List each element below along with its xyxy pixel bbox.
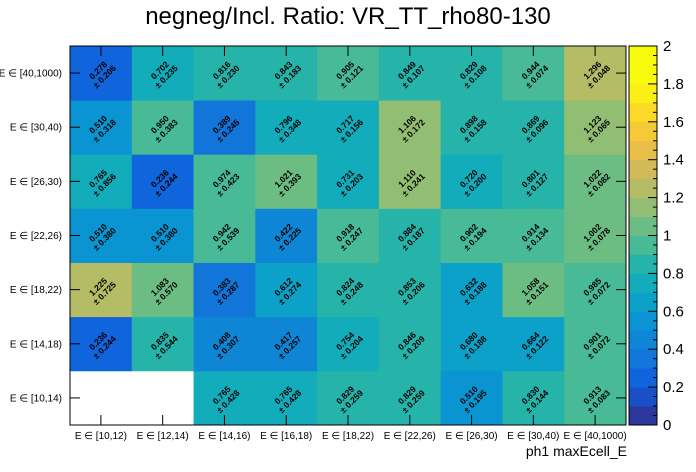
palette-band — [629, 368, 657, 388]
y-tick-label: E ∈ [22,26) — [10, 231, 62, 242]
heatmap-cell — [378, 154, 442, 209]
palette-band — [629, 178, 657, 198]
heatmap-cell — [131, 154, 194, 209]
heatmap-cell — [193, 208, 256, 263]
x-tick-label: E ∈ [22,26) — [384, 431, 436, 442]
x-tick-label: E ∈ [18,22) — [322, 431, 374, 442]
x-tick-label: E ∈ [30,40) — [507, 431, 559, 442]
palette-band — [629, 46, 657, 66]
z-tick-label: 0.2 — [663, 379, 684, 396]
heatmap-cell — [131, 208, 194, 263]
heatmap-cell — [378, 100, 442, 155]
palette-band — [629, 292, 657, 312]
x-tick-label: E ∈ [10,12) — [75, 431, 127, 442]
palette-band — [629, 387, 657, 407]
x-tick-label: E ∈ [14,16) — [198, 431, 250, 442]
heatmap-cell — [317, 262, 380, 318]
palette-band — [629, 64, 657, 85]
heatmap-cell — [502, 262, 565, 318]
x-axis-label: ph1 maxEcell_E — [526, 443, 627, 459]
heatmap-cell — [255, 154, 318, 209]
chart-title: negneg/Incl. Ratio: VR_TT_rho80-130 — [145, 3, 551, 30]
z-tick-label: 1.4 — [663, 152, 684, 169]
heatmap-cell — [502, 316, 565, 372]
heatmap-cell — [317, 154, 380, 209]
heatmap-cell — [70, 208, 133, 263]
z-tick-label: 1.8 — [663, 76, 684, 93]
y-tick-label: E ∈ [14,18) — [10, 339, 62, 350]
palette-band — [629, 216, 657, 236]
heatmap-cell — [70, 154, 133, 209]
heatmap-cell — [502, 208, 565, 263]
z-tick-label: 1 — [663, 228, 671, 245]
z-tick-label: 0.6 — [663, 303, 684, 320]
x-tick-label: E ∈ [16,18) — [260, 431, 312, 442]
heatmap-cell — [440, 208, 503, 263]
y-tick-label: E ∈ [40,1000) — [0, 69, 62, 80]
palette-band — [629, 83, 657, 104]
palette-band — [629, 254, 657, 274]
palette-band — [629, 159, 657, 180]
y-tick-label: E ∈ [10,14) — [10, 393, 62, 404]
z-tick-label: 0 — [663, 417, 671, 434]
palette-band — [629, 140, 657, 161]
heatmap-cell — [193, 262, 256, 318]
heatmap-cell — [502, 154, 565, 209]
z-tick-label: 0.4 — [663, 341, 684, 358]
x-tick-label: E ∈ [26,30) — [446, 431, 498, 442]
heatmap-cell — [255, 100, 318, 155]
heatmap-cell — [317, 208, 380, 263]
palette-band — [629, 330, 657, 350]
heatmap-cell — [440, 316, 503, 372]
heatmap-cell — [193, 316, 256, 372]
y-tick-label: E ∈ [30,40) — [10, 123, 62, 134]
heatmap-cell — [440, 100, 503, 155]
heatmap-cell — [440, 154, 503, 209]
heatmap-cell — [193, 100, 256, 155]
palette-band — [629, 406, 657, 426]
heatmap-cell — [255, 316, 318, 372]
y-tick-label: E ∈ [18,22) — [10, 285, 62, 296]
heatmap-cell — [317, 316, 380, 372]
palette-band — [629, 102, 657, 123]
palette-band — [629, 311, 657, 331]
heatmap-cell — [70, 316, 133, 372]
z-tick-label: 1.6 — [663, 114, 684, 131]
heatmap-cell — [70, 262, 133, 318]
z-tick-label: 1.2 — [663, 190, 684, 207]
palette-band — [629, 235, 657, 255]
heatmap-cell — [378, 262, 442, 318]
x-tick-label: E ∈ [12,14) — [137, 431, 189, 442]
heatmap-cell — [255, 208, 318, 263]
x-tick-label: E ∈ [40,1000) — [564, 431, 627, 442]
heatmap-cell — [131, 100, 194, 155]
palette-band — [629, 349, 657, 369]
palette-band — [629, 273, 657, 293]
z-tick-label: 2 — [663, 38, 671, 55]
heatmap-cell — [70, 100, 133, 155]
heatmap-cell — [378, 316, 442, 372]
heatmap-cell — [255, 262, 318, 318]
heatmap-cell — [131, 316, 194, 372]
y-tick-label: E ∈ [26,30) — [10, 177, 62, 188]
heatmap-cell — [193, 154, 256, 209]
z-tick-label: 0.8 — [663, 265, 684, 282]
heatmap-cell — [317, 100, 380, 155]
palette-band — [629, 197, 657, 217]
palette-band — [629, 121, 657, 142]
heatmap-cell — [502, 100, 565, 155]
heatmap-cell — [440, 262, 503, 318]
heatmap-cell — [131, 262, 194, 318]
heatmap-cell — [378, 208, 442, 263]
